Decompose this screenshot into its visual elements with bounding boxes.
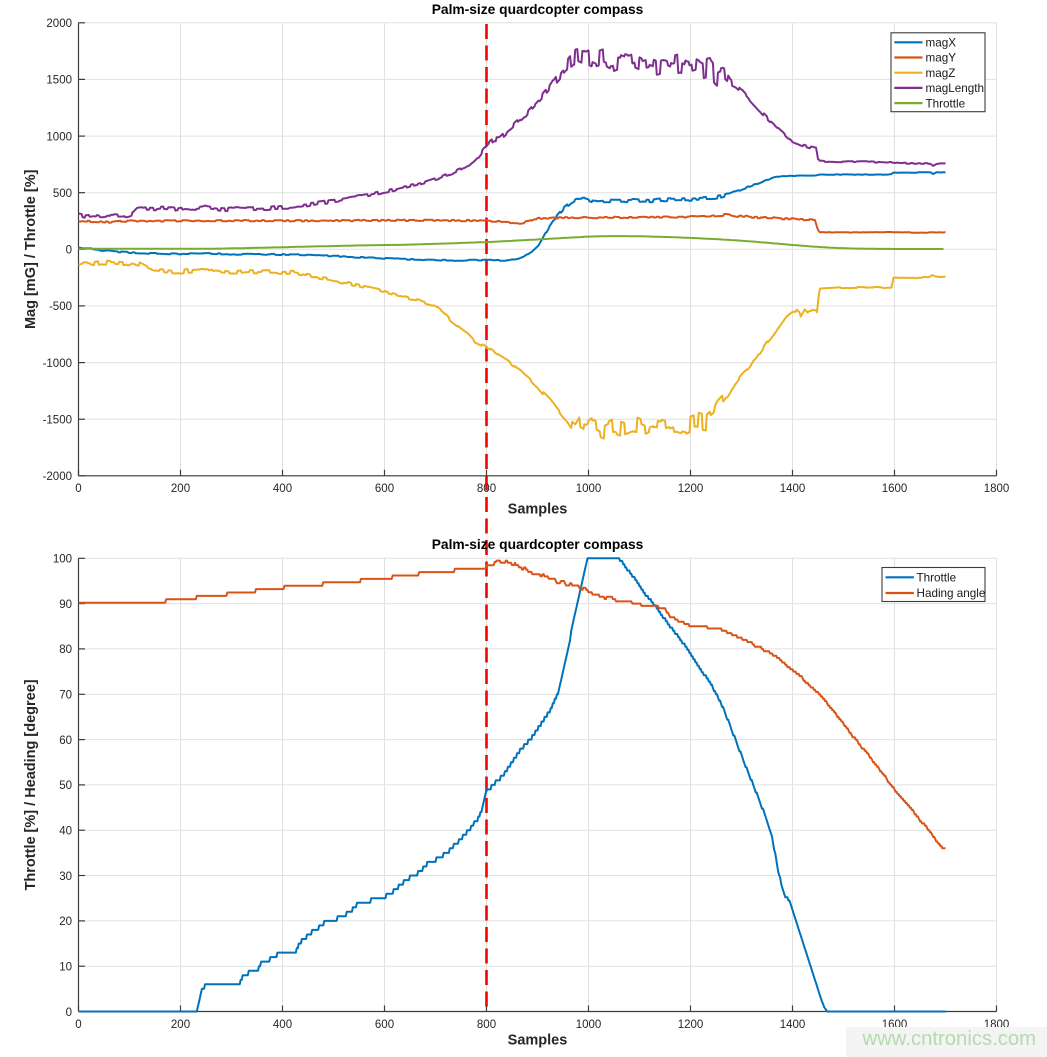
svg-text:Samples: Samples bbox=[508, 502, 568, 518]
svg-text:0: 0 bbox=[75, 483, 81, 495]
svg-text:1000: 1000 bbox=[576, 1019, 602, 1031]
svg-text:1000: 1000 bbox=[46, 131, 72, 143]
svg-text:-1000: -1000 bbox=[43, 358, 72, 370]
svg-text:30: 30 bbox=[59, 871, 72, 883]
svg-text:1400: 1400 bbox=[780, 483, 806, 495]
svg-text:10: 10 bbox=[59, 962, 72, 974]
svg-text:600: 600 bbox=[375, 483, 394, 495]
svg-text:80: 80 bbox=[59, 644, 72, 656]
svg-text:600: 600 bbox=[375, 1019, 394, 1031]
svg-text:www.cntronics.com: www.cntronics.com bbox=[862, 1028, 1037, 1050]
svg-text:-500: -500 bbox=[49, 301, 72, 313]
svg-text:400: 400 bbox=[273, 1019, 292, 1031]
svg-text:200: 200 bbox=[171, 1019, 190, 1031]
svg-text:-2000: -2000 bbox=[43, 471, 72, 483]
svg-text:50: 50 bbox=[59, 780, 72, 792]
svg-text:Throttle [%] / Heading [degree: Throttle [%] / Heading [degree] bbox=[23, 679, 39, 890]
svg-text:1400: 1400 bbox=[780, 1019, 806, 1031]
svg-text:2000: 2000 bbox=[46, 18, 72, 30]
svg-text:Throttle: Throttle bbox=[917, 572, 957, 585]
svg-text:500: 500 bbox=[53, 188, 72, 200]
svg-text:magLength: magLength bbox=[926, 82, 984, 95]
svg-text:magY: magY bbox=[926, 52, 957, 65]
svg-text:0: 0 bbox=[75, 1019, 81, 1031]
svg-text:1500: 1500 bbox=[46, 75, 72, 87]
svg-text:0: 0 bbox=[66, 1007, 72, 1019]
svg-text:800: 800 bbox=[477, 1019, 496, 1031]
svg-text:Palm-size quardcopter compass: Palm-size quardcopter compass bbox=[432, 2, 644, 17]
svg-text:magX: magX bbox=[926, 37, 957, 50]
svg-text:400: 400 bbox=[273, 483, 292, 495]
svg-text:magZ: magZ bbox=[926, 67, 956, 80]
svg-text:1800: 1800 bbox=[984, 483, 1010, 495]
svg-text:Hading angle: Hading angle bbox=[917, 587, 986, 600]
svg-text:40: 40 bbox=[59, 826, 72, 838]
svg-text:1000: 1000 bbox=[576, 483, 602, 495]
svg-text:-1500: -1500 bbox=[43, 415, 72, 427]
svg-text:Palm-size quardcopter compass: Palm-size quardcopter compass bbox=[432, 537, 644, 552]
svg-text:200: 200 bbox=[171, 483, 190, 495]
svg-text:1200: 1200 bbox=[678, 483, 704, 495]
svg-text:1600: 1600 bbox=[882, 483, 908, 495]
svg-text:70: 70 bbox=[59, 690, 72, 702]
svg-text:20: 20 bbox=[59, 916, 72, 928]
svg-text:0: 0 bbox=[66, 245, 72, 257]
svg-text:100: 100 bbox=[53, 554, 72, 566]
svg-text:Mag [mG] / Throttle [%]: Mag [mG] / Throttle [%] bbox=[23, 169, 39, 329]
svg-text:Samples: Samples bbox=[508, 1033, 568, 1049]
svg-text:90: 90 bbox=[59, 599, 72, 611]
svg-text:Throttle: Throttle bbox=[926, 97, 966, 110]
svg-text:800: 800 bbox=[477, 483, 496, 495]
svg-text:1200: 1200 bbox=[678, 1019, 704, 1031]
svg-text:60: 60 bbox=[59, 735, 72, 747]
